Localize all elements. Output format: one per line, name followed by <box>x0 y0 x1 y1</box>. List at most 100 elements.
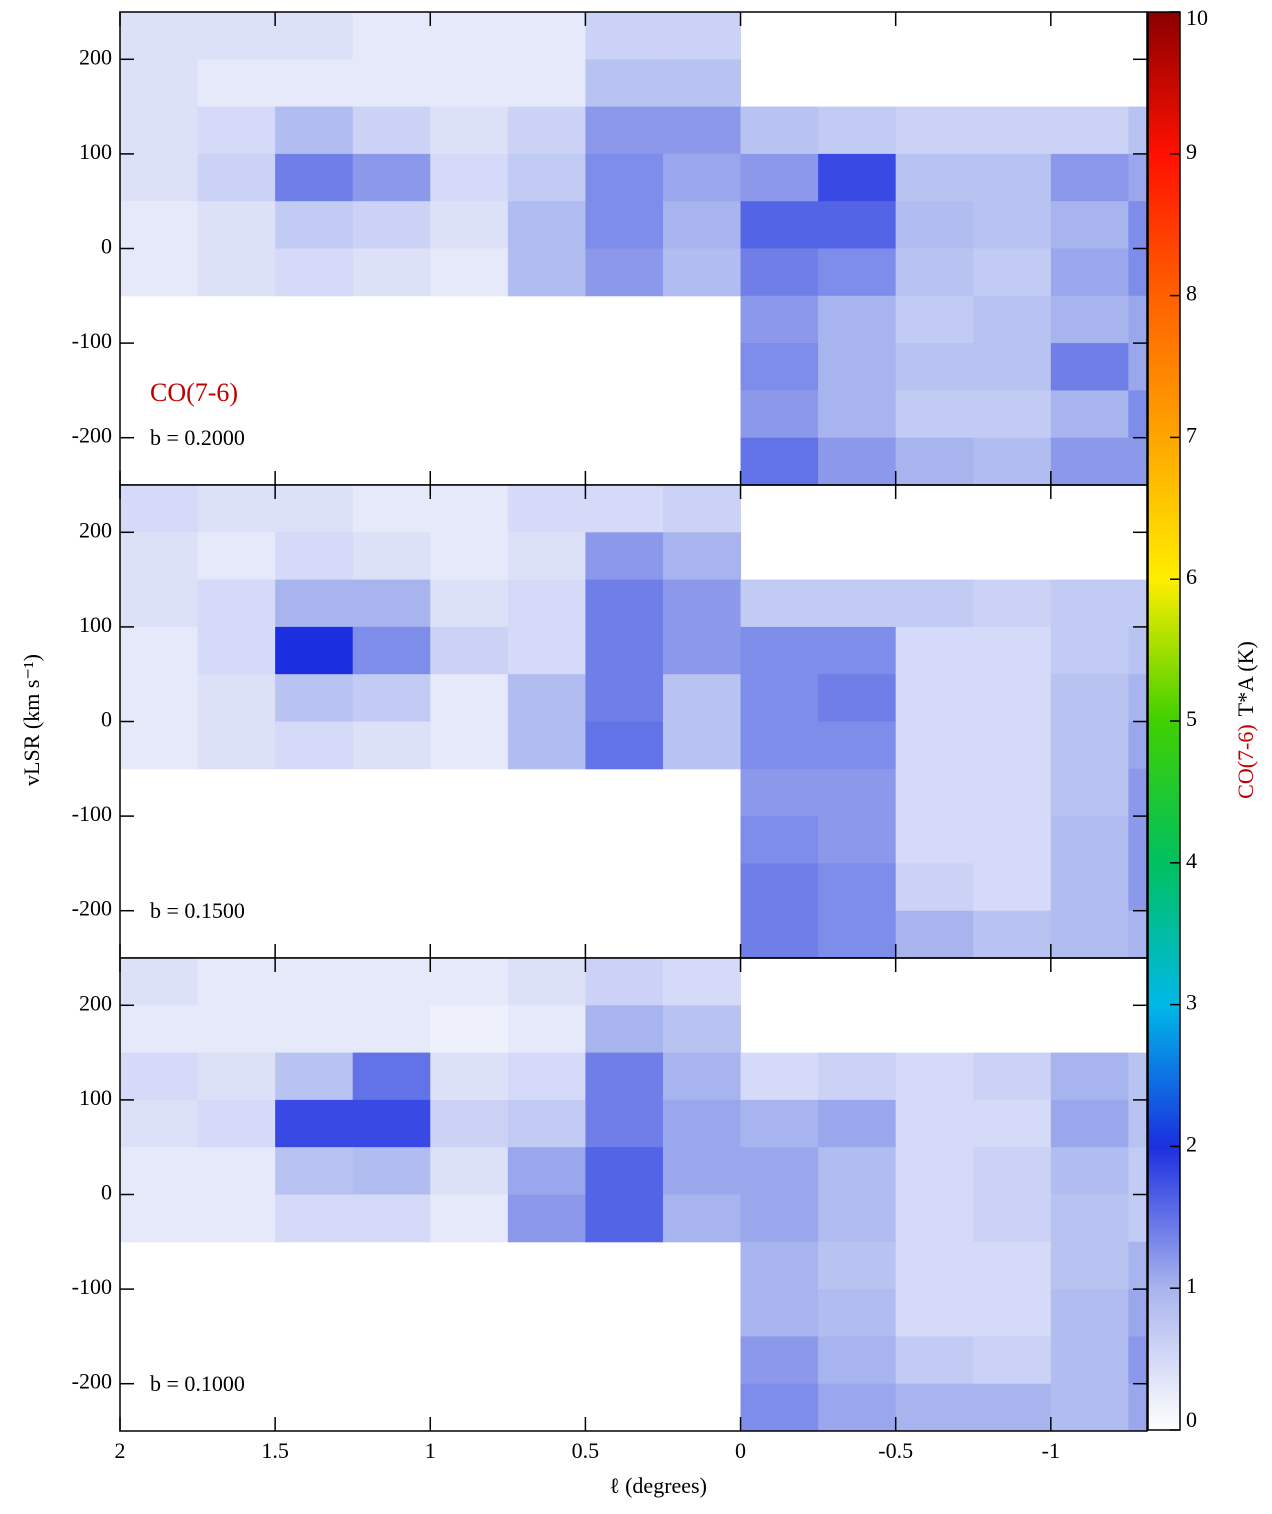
colorbar-tick-label: 8 <box>1186 281 1197 306</box>
heatmap-cell <box>973 1336 1052 1385</box>
heatmap-cell <box>507 579 586 628</box>
heatmap-cell <box>1128 1194 1148 1243</box>
colorbar-tick-label: 1 <box>1186 1273 1197 1298</box>
heatmap-cell <box>1128 248 1148 297</box>
heatmap-cell <box>275 626 354 675</box>
heatmap-cell <box>120 674 199 722</box>
heatmap-cell <box>197 485 276 533</box>
heatmap-cell <box>120 59 199 108</box>
heatmap-cell <box>120 532 199 581</box>
heatmap-cell <box>1050 863 1129 912</box>
heatmap-cell <box>662 626 742 675</box>
heatmap-cell <box>1050 295 1129 344</box>
heatmap-cell <box>430 1052 509 1101</box>
heatmap-cell <box>507 201 586 249</box>
heatmap-cell <box>1050 768 1129 817</box>
heatmap-cell <box>197 1099 276 1148</box>
heatmap-cell <box>818 910 897 959</box>
heatmap-cell <box>1050 816 1129 864</box>
heatmap-cell <box>895 1194 974 1243</box>
heatmap-cell <box>740 816 819 864</box>
heatmap-cell <box>507 1099 586 1148</box>
heatmap-cell <box>120 1194 199 1243</box>
y-tick-label: -200 <box>72 423 112 448</box>
heatmap-cell <box>1050 248 1129 297</box>
heatmap-cell <box>120 248 199 297</box>
heatmap-cell <box>197 1052 276 1101</box>
heatmap-cell <box>895 201 974 249</box>
y-tick-label: 200 <box>79 990 112 1015</box>
heatmap-cell <box>818 1052 897 1101</box>
heatmap-cell <box>740 1052 819 1101</box>
x-tick-label: -0.5 <box>878 1438 913 1463</box>
heatmap-cell <box>352 626 431 675</box>
heatmap-cell <box>1128 579 1148 628</box>
heatmap-cell <box>430 153 509 202</box>
heatmap-cell <box>1050 106 1129 155</box>
heatmap-cell <box>818 768 897 817</box>
heatmap-cell <box>973 1383 1052 1432</box>
heatmap-cell <box>973 1194 1052 1243</box>
heatmap-cell <box>585 579 664 628</box>
heatmap-cell <box>895 626 974 675</box>
heatmap-cell <box>430 626 509 675</box>
heatmap-cell <box>585 201 664 249</box>
heatmap-cell <box>973 1052 1052 1101</box>
heatmap-cell <box>895 1099 974 1148</box>
heatmap-cell <box>1050 201 1129 249</box>
heatmap-cell <box>818 674 897 722</box>
heatmap-cell <box>895 1052 974 1101</box>
heatmap-cell <box>818 626 897 675</box>
heatmap-cell <box>1050 1194 1129 1243</box>
heatmap-cell <box>585 958 664 1006</box>
heatmap-cell <box>818 816 897 864</box>
x-tick-label: 2 <box>115 1438 126 1463</box>
heatmap-cell <box>1128 1241 1148 1290</box>
heatmap-cell <box>740 390 819 439</box>
heatmap-cell <box>275 201 354 249</box>
heatmap-cell <box>120 721 199 770</box>
heatmap-cell <box>352 579 431 628</box>
heatmap-cell <box>430 532 509 581</box>
heatmap-cell <box>507 1005 586 1054</box>
heatmap-cell <box>430 201 509 249</box>
y-tick-label: 0 <box>101 707 112 732</box>
colorbar-tick-label: 4 <box>1186 848 1197 873</box>
heatmap-cell <box>818 1383 897 1432</box>
heatmap-cell <box>818 248 897 297</box>
heatmap-cell <box>120 1005 199 1054</box>
heatmap-cell <box>352 1099 431 1148</box>
heatmap-cell <box>197 248 276 297</box>
heatmap-cell <box>352 485 431 533</box>
heatmap-cell <box>120 12 199 60</box>
heatmap-cell <box>275 248 354 297</box>
heatmap-cell <box>740 579 819 628</box>
heatmap-cell <box>818 1147 897 1195</box>
heatmap-cell <box>740 201 819 249</box>
y-tick-label: 0 <box>101 234 112 259</box>
heatmap-cell <box>1128 390 1148 439</box>
heatmap-cell <box>585 674 664 722</box>
heatmap-cell <box>973 437 1052 486</box>
heatmap-cell <box>507 721 586 770</box>
heatmap-cell <box>275 1005 354 1054</box>
heatmap-cell <box>740 1383 819 1432</box>
heatmap-cell <box>352 674 431 722</box>
heatmap-cell <box>430 958 509 1006</box>
heatmap-cell <box>507 248 586 297</box>
heatmap-cell <box>818 1099 897 1148</box>
heatmap-cell <box>973 201 1052 249</box>
heatmap-cell <box>973 106 1052 155</box>
heatmap-cell <box>1050 437 1129 486</box>
heatmap-cell <box>973 1289 1052 1337</box>
colorbar-label-species: CO(7-6) <box>1233 724 1258 799</box>
heatmap-cell <box>740 1194 819 1243</box>
x-tick-label: -1 <box>1042 1438 1060 1463</box>
heatmap-cell <box>275 12 354 60</box>
y-tick-label: -200 <box>72 896 112 921</box>
heatmap-cell <box>662 1147 742 1195</box>
heatmap-cell <box>197 721 276 770</box>
heatmap-cell <box>585 485 664 533</box>
heatmap-cell <box>352 721 431 770</box>
